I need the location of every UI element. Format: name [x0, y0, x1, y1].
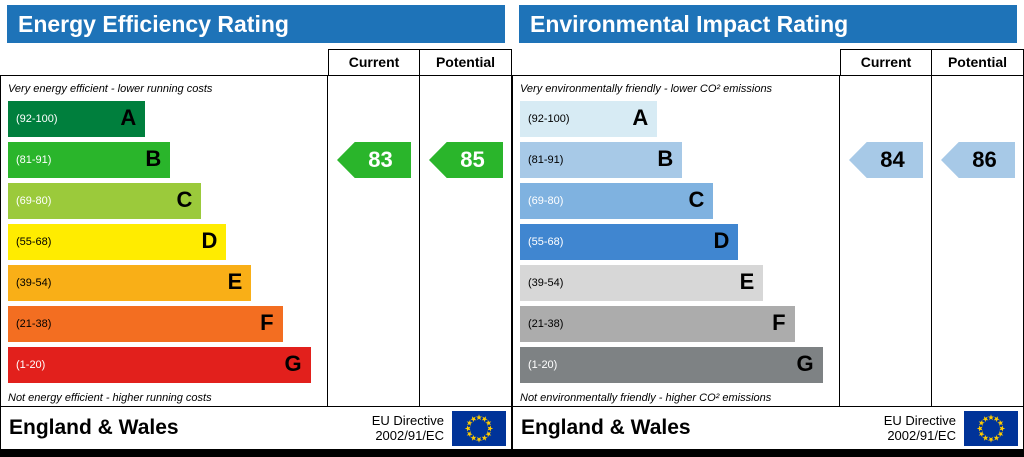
band-range-label: (21-38) [528, 318, 564, 330]
band-range-label: (39-54) [16, 277, 52, 289]
band-letter: E [227, 269, 243, 294]
band-c: (69-80) C [520, 183, 714, 219]
column-header-spacer [512, 49, 840, 76]
band-b: (81-91) B [8, 142, 171, 178]
potential-rating-arrow: 85 [429, 142, 503, 178]
band-c: (69-80) C [8, 183, 202, 219]
potential-column-header: Potential [932, 49, 1024, 76]
band-a: (92-100) A [8, 101, 146, 137]
energy-chart-body: Very energy efficient - lower running co… [0, 76, 512, 406]
environmental-panel-title: Environmental Impact Rating [519, 5, 1017, 43]
band-letter: A [120, 105, 137, 130]
eu-directive-line2: 2002/91/EC [887, 428, 956, 443]
bottom-note: Not environmentally friendly - higher CO… [520, 392, 772, 404]
potential-column-header: Potential [420, 49, 512, 76]
band-range-label: (21-38) [16, 318, 52, 330]
current-rating-arrow: 83 [337, 142, 411, 178]
environmental-potential-column: 86 [931, 76, 1023, 406]
band-range-label: (39-54) [528, 277, 564, 289]
environmental-chart-body: Very environmentally friendly - lower CO… [512, 76, 1024, 406]
eu-directive-line2: 2002/91/EC [375, 428, 444, 443]
column-header-spacer [0, 49, 328, 76]
energy-header-zone: Energy Efficiency Rating [0, 0, 512, 49]
band-letter: G [796, 351, 814, 376]
band-letter: G [284, 351, 302, 376]
environmental-footer: England & Wales EU Directive 2002/91/EC [512, 406, 1024, 450]
band-b: (81-91) B [520, 142, 683, 178]
band-range-label: (92-100) [16, 113, 58, 125]
top-note: Very environmentally friendly - lower CO… [520, 83, 773, 95]
band-e: (39-54) E [520, 265, 764, 301]
band-range-label: (81-91) [528, 154, 564, 166]
band-letter: D [713, 228, 730, 253]
band-e: (39-54) E [8, 265, 252, 301]
environmental-column-headers: Current Potential [512, 49, 1024, 76]
band-g: (1-20) G [8, 347, 311, 383]
potential-rating-arrow: 86 [941, 142, 1015, 178]
band-range-label: (1-20) [16, 359, 46, 371]
band-range-label: (55-68) [528, 236, 564, 248]
band-g: (1-20) G [520, 347, 823, 383]
band-letter: B [657, 146, 674, 171]
eu-directive-line1: EU Directive [371, 413, 444, 428]
current-rating-arrow: 84 [849, 142, 923, 178]
band-range-label: (92-100) [528, 113, 570, 125]
current-column-header: Current [840, 49, 932, 76]
band-range-label: (81-91) [16, 154, 52, 166]
band-letter: E [739, 269, 755, 294]
region-label: England & Wales [9, 416, 179, 439]
band-d: (55-68) D [520, 224, 739, 260]
band-f: (21-38) F [520, 306, 795, 342]
top-note: Very energy efficient - lower running co… [8, 83, 213, 95]
energy-current-column: 83 [327, 76, 419, 406]
eu-directive-label: EU Directive 2002/91/EC [372, 413, 452, 443]
band-letter: D [201, 228, 218, 253]
band-letter: A [632, 105, 649, 130]
eu-flag-icon [964, 410, 1018, 446]
environmental-impact-panel: Environmental Impact Rating Current Pote… [512, 0, 1024, 450]
eu-flag-icon [452, 410, 506, 446]
environmental-band-chart: Very environmentally friendly - lower CO… [513, 76, 839, 406]
band-letter: F [260, 310, 274, 335]
environmental-current-column: 84 [839, 76, 931, 406]
energy-column-headers: Current Potential [0, 49, 512, 76]
eu-directive-label: EU Directive 2002/91/EC [884, 413, 964, 443]
band-range-label: (69-80) [16, 195, 52, 207]
region-label: England & Wales [521, 416, 691, 439]
band-range-label: (55-68) [16, 236, 52, 248]
energy-efficiency-panel: Energy Efficiency Rating Current Potenti… [0, 0, 512, 450]
band-letter: F [772, 310, 786, 335]
band-letter: C [688, 187, 705, 212]
current-column-header: Current [328, 49, 420, 76]
energy-band-chart: Very energy efficient - lower running co… [1, 76, 327, 406]
band-letter: C [176, 187, 193, 212]
environmental-header-zone: Environmental Impact Rating [512, 0, 1024, 49]
band-letter: B [145, 146, 162, 171]
band-range-label: (69-80) [528, 195, 564, 207]
energy-potential-column: 85 [419, 76, 511, 406]
bottom-note: Not energy efficient - higher running co… [8, 392, 212, 404]
energy-panel-title: Energy Efficiency Rating [7, 5, 505, 43]
band-f: (21-38) F [8, 306, 283, 342]
energy-footer: England & Wales EU Directive 2002/91/EC [0, 406, 512, 450]
band-range-label: (1-20) [528, 359, 558, 371]
band-a: (92-100) A [520, 101, 658, 137]
band-d: (55-68) D [8, 224, 227, 260]
eu-directive-line1: EU Directive [883, 413, 956, 428]
